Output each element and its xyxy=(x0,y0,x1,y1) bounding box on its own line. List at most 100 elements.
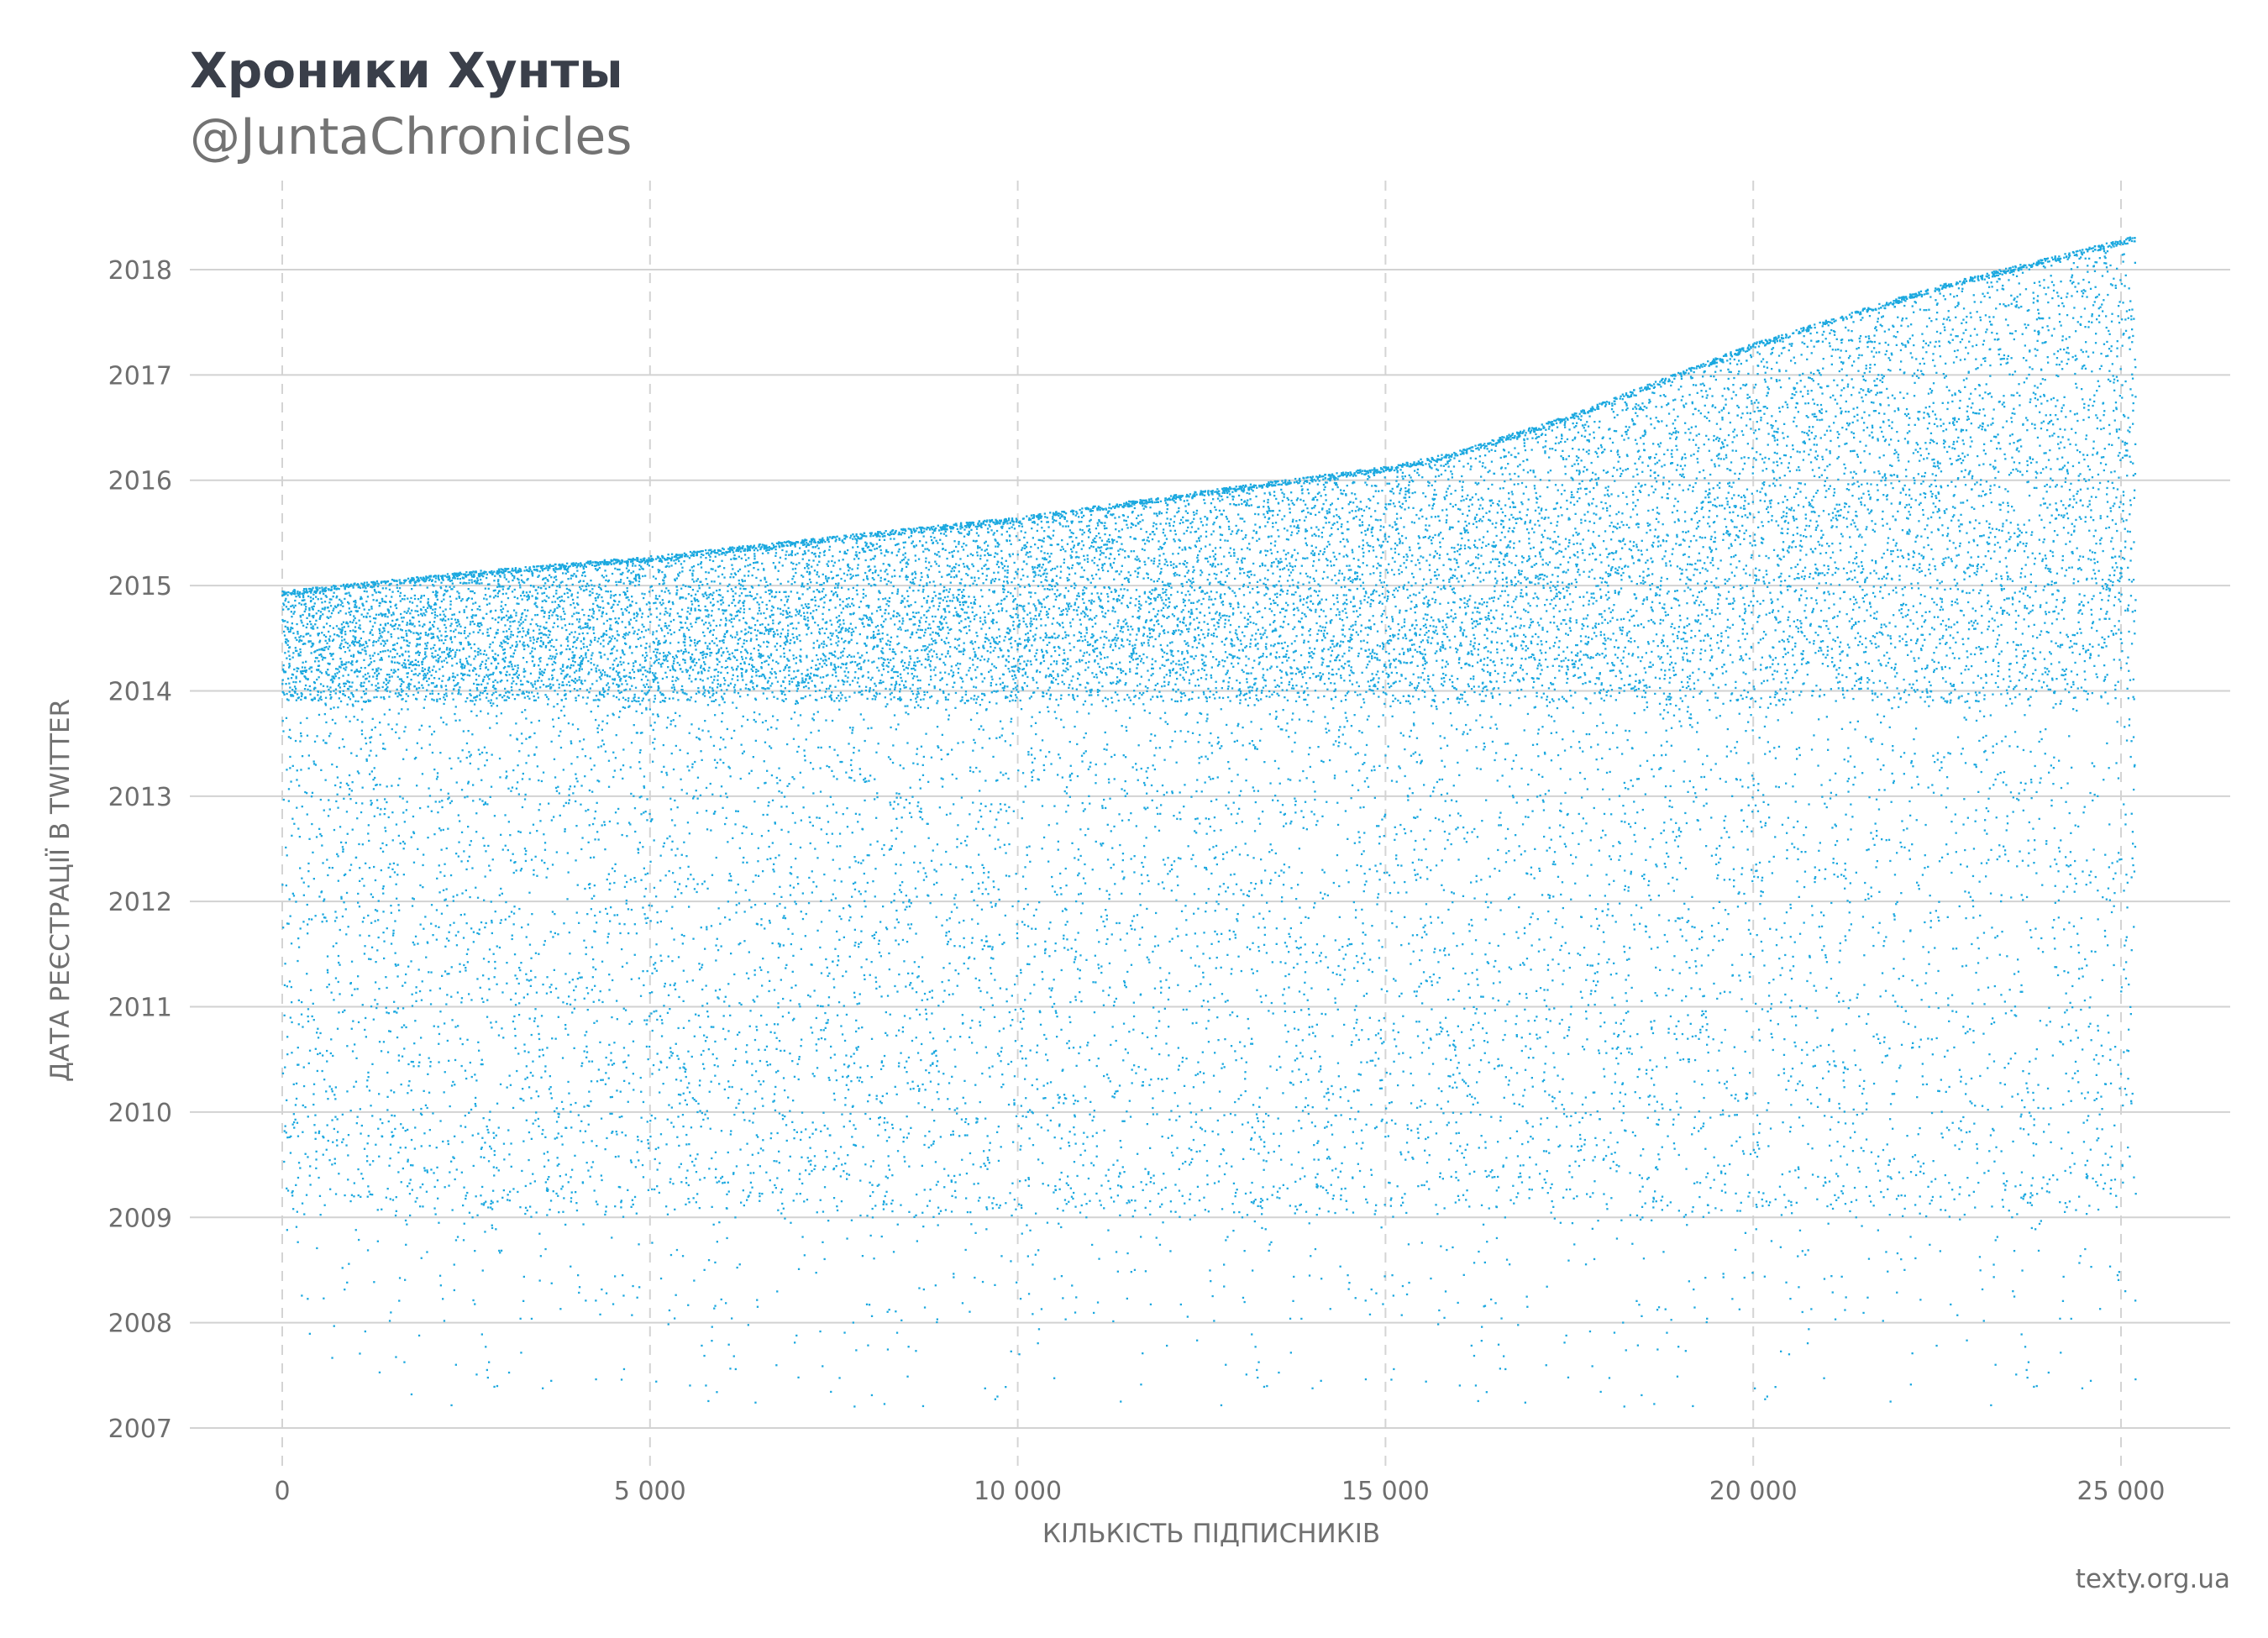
scatter-point xyxy=(523,848,527,850)
scatter-point xyxy=(479,667,481,670)
scatter-point xyxy=(375,668,378,670)
scatter-point xyxy=(360,1132,362,1135)
scatter-point xyxy=(469,895,471,899)
scatter-point xyxy=(413,1042,416,1045)
scatter-point xyxy=(515,722,517,725)
scatter-point xyxy=(519,869,522,872)
scatter-point xyxy=(638,761,641,764)
scatter-point xyxy=(349,649,351,652)
scatter-point xyxy=(541,570,544,572)
scatter-point xyxy=(333,605,337,607)
scatter-point xyxy=(377,613,381,616)
scatter-point xyxy=(610,591,612,593)
scatter-point xyxy=(439,618,442,621)
scatter-point xyxy=(494,653,496,655)
scatter-point xyxy=(330,612,333,615)
scatter-point xyxy=(585,953,587,956)
scatter-point xyxy=(619,660,622,664)
scatter-point xyxy=(423,648,427,650)
scatter-point xyxy=(357,700,360,703)
scatter-point xyxy=(282,602,285,605)
scatter-point xyxy=(394,1214,397,1217)
scatter-point xyxy=(537,564,539,568)
scatter-point xyxy=(554,657,556,660)
scatter-point xyxy=(391,625,394,627)
scatter-point xyxy=(330,991,333,994)
scatter-point xyxy=(606,942,609,944)
scatter-point xyxy=(449,757,451,759)
scatter-point xyxy=(450,1084,454,1087)
scatter-point xyxy=(643,913,646,916)
scatter-point xyxy=(558,686,560,689)
scatter-point xyxy=(374,672,376,675)
scatter-point xyxy=(606,619,608,622)
scatter-point xyxy=(620,1378,623,1381)
scatter-point xyxy=(473,643,475,646)
scatter-point xyxy=(303,591,306,593)
scatter-point xyxy=(431,579,433,581)
scatter-point xyxy=(490,1202,492,1205)
scatter-point xyxy=(482,958,486,960)
scatter-point xyxy=(627,662,630,665)
scatter-point xyxy=(532,823,535,826)
scatter-point xyxy=(393,627,396,631)
scatter-point xyxy=(420,609,423,612)
scatter-point xyxy=(336,634,339,637)
scatter-point xyxy=(476,896,480,899)
scatter-point xyxy=(371,668,374,671)
scatter-point xyxy=(529,569,532,571)
scatter-point xyxy=(346,1045,349,1047)
scatter-point xyxy=(289,1152,292,1154)
scatter-point xyxy=(596,1080,599,1083)
scatter-point xyxy=(633,1089,635,1091)
scatter-point xyxy=(384,582,387,585)
scatter-point xyxy=(548,596,550,599)
scatter-point xyxy=(349,613,352,616)
scatter-point xyxy=(369,654,371,657)
scatter-point xyxy=(509,734,512,737)
scatter-point xyxy=(282,691,285,695)
scatter-point xyxy=(522,1140,525,1142)
scatter-point xyxy=(482,678,485,681)
scatter-point xyxy=(412,1061,414,1063)
scatter-point xyxy=(407,655,411,658)
scatter-point xyxy=(368,754,370,757)
scatter-point xyxy=(526,979,528,981)
scatter-point xyxy=(496,681,499,684)
scatter-point xyxy=(315,836,318,838)
scatter-point xyxy=(324,702,327,705)
x-tick-label: 5 000 xyxy=(614,1477,686,1506)
scatter-point xyxy=(366,596,370,598)
scatter-point xyxy=(347,926,349,928)
y-tick-labels: 2007200820092010201120122013201420152016… xyxy=(108,256,172,1444)
scatter-point xyxy=(550,576,553,579)
scatter-point xyxy=(617,664,620,666)
scatter-point xyxy=(409,1214,412,1217)
scatter-point xyxy=(291,1001,293,1004)
scatter-point xyxy=(510,663,513,665)
scatter-point xyxy=(307,918,311,921)
scatter-point xyxy=(410,1393,413,1396)
scatter-point xyxy=(418,1061,421,1063)
scatter-point xyxy=(359,627,362,630)
scatter-point xyxy=(359,879,361,882)
scatter-point xyxy=(438,1032,441,1036)
scatter-point xyxy=(382,743,385,745)
scatter-point xyxy=(560,699,563,701)
scatter-point xyxy=(418,652,421,654)
scatter-point xyxy=(559,653,562,655)
scatter-point xyxy=(307,688,309,690)
scatter-point xyxy=(305,633,308,635)
scatter-point xyxy=(631,601,633,603)
scatter-point xyxy=(612,1063,616,1065)
scatter-point xyxy=(633,664,635,668)
scatter-point xyxy=(310,670,313,673)
scatter-point xyxy=(599,1313,601,1315)
scatter-point xyxy=(449,654,452,658)
scatter-point xyxy=(511,937,513,941)
scatter-point xyxy=(309,1184,312,1186)
scatter-point xyxy=(643,867,645,869)
scatter-point xyxy=(449,607,452,610)
scatter-point xyxy=(492,1131,495,1134)
scatter-point xyxy=(566,562,569,564)
